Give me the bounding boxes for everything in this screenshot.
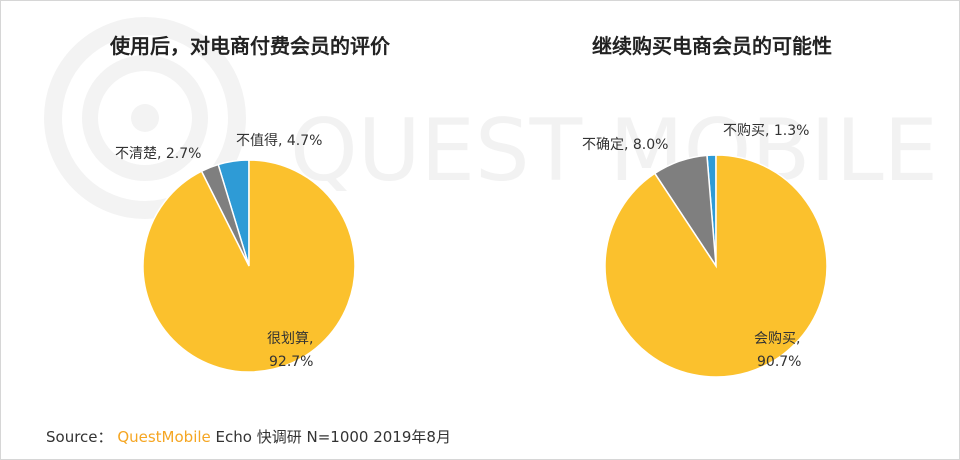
pie-2-label-2: 不确定, 8.0% — [582, 137, 668, 153]
pie-chart-1: 使用后，对电商付费会员的评价 很划算, 92.7% 不清楚, 2.7% 不值得,… — [109, 34, 391, 373]
pie-1-label-2: 不清楚, 2.7% — [115, 146, 201, 162]
source-note: Source： QuestMobile Echo 快调研 N=1000 2019… — [46, 426, 451, 447]
pie-2-slice-1 — [604, 154, 828, 378]
source-rest: Echo 快调研 N=1000 2019年8月 — [215, 428, 451, 446]
pie-2-label-1: 会购买, — [754, 331, 800, 347]
pie-1-slice-1 — [142, 159, 356, 373]
watermark-text: QUEST MOBILE — [290, 101, 938, 201]
pie-1-label-1: 很划算, — [267, 331, 313, 347]
source-brand: QuestMobile — [117, 428, 211, 446]
pie-1-value-1: 92.7% — [269, 354, 313, 370]
pie-1-label-3: 不值得, 4.7% — [236, 132, 322, 149]
source-prefix: Source： — [46, 428, 113, 446]
pie-chart-2: 继续购买电商会员的可能性 会购买, 90.7% 不确定, 8.0% 不购买, 1… — [582, 34, 832, 378]
pie-2-label-3: 不购买, 1.3% — [723, 123, 809, 139]
pie-2-slices — [604, 154, 828, 378]
pie-1-slices — [142, 159, 356, 373]
chart-1-title: 使用后，对电商付费会员的评价 — [109, 34, 391, 58]
pie-2-value-1: 90.7% — [757, 354, 801, 370]
chart-2-title: 继续购买电商会员的可能性 — [592, 34, 832, 58]
